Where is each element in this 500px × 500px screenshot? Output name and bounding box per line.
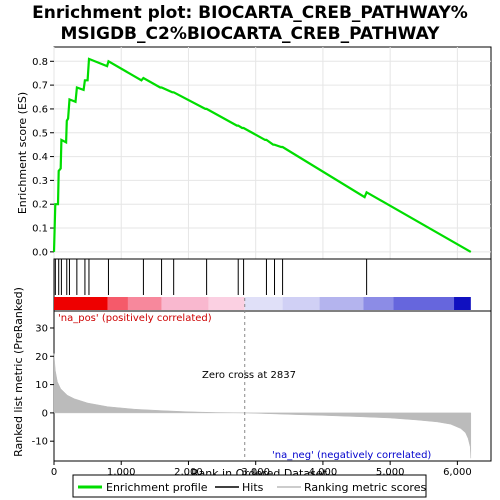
x-tick-label: 2,000 (174, 467, 203, 478)
top-panel-frame (53, 46, 492, 260)
chart-title: Enrichment plot: BIOCARTA_CREB_PATHWAY% … (32, 3, 468, 44)
enrichment-profile-line (52, 57, 472, 253)
x-tick-label: 0 (51, 467, 57, 478)
ranking-bar-segment (393, 297, 455, 310)
top-y-tick-label: 0.7 (32, 81, 48, 92)
legend-box (72, 474, 427, 498)
ranking-bar-segment (363, 297, 394, 310)
bottom-panel-frame (53, 310, 492, 462)
x-tick-label: 4,000 (309, 467, 338, 478)
top-y-tick-label: 0.3 (32, 176, 48, 187)
top-y-tick-label: 0.0 (32, 247, 48, 258)
legend-enrichment-label: Enrichment profile (106, 481, 208, 494)
x-tick-label: 5,000 (376, 467, 405, 478)
ranking-bar-segment (161, 297, 209, 310)
legend-ranking-label: Ranking metric scores (304, 481, 426, 494)
top-y-tick-label: 0.8 (32, 57, 48, 68)
top-y-tick-label: 0.4 (32, 152, 48, 163)
zero-cross-label: Zero cross at 2837 (202, 370, 296, 381)
bottom-y-tick-label: 30 (35, 323, 48, 334)
bottom-y-tick-label: -10 (32, 437, 48, 448)
ranking-bar-segment (319, 297, 364, 310)
x-tick-label: 6,000 (443, 467, 472, 478)
top-y-tick-label: 0.2 (32, 200, 48, 211)
ranking-bar-segment (54, 297, 108, 310)
x-tick-label: 1,000 (107, 467, 136, 478)
ranking-bar-segment (107, 297, 128, 310)
legend-hits-label: Hits (242, 481, 264, 494)
negative-correlation-label: 'na_neg' (negatively correlated) (272, 450, 431, 461)
ranking-bar-segment (208, 297, 245, 310)
enrichment-score-panel: 0.0 0.1 0.2 0.3 0.4 0.5 0.6 0.7 0.8 Enrichment s… (16, 46, 492, 260)
bottom-y-tick-label: 20 (35, 352, 48, 363)
legend: Enrichment profile Hits Ranking metric s… (72, 474, 427, 498)
x-axis: 0 1,000 2,000 3,000 4,000 5,000 6,000 (51, 461, 472, 478)
positive-correlation-label: 'na_pos' (positively correlated) (58, 313, 212, 324)
chart-title-line-2: MSIGDB_C2%BIOCARTA_CREB_PATHWAY (61, 24, 441, 44)
ranking-metric-area (53, 353, 472, 459)
ranking-bar-segment (127, 297, 162, 310)
chart-title-line-1: Enrichment plot: BIOCARTA_CREB_PATHWAY% (32, 3, 468, 23)
bottom-y-tick-label: 10 (35, 380, 48, 391)
top-y-tick-label: 0.5 (32, 128, 48, 139)
ranking-bar-segment (244, 297, 283, 310)
bottom-y-axis-label: Ranked list metric (PreRanked) (12, 287, 25, 457)
ranking-bar-segment (282, 297, 320, 310)
top-y-axis-label: Enrichment score (ES) (16, 92, 29, 214)
top-y-tick-label: 0.6 (32, 104, 48, 115)
hits-panel (53, 258, 492, 312)
ranked-metric-panel: -10 0 10 20 30 'na_pos' (positively correlat… (12, 287, 492, 462)
x-tick-label: 3,000 (241, 467, 270, 478)
bottom-y-tick-label: 0 (42, 408, 48, 419)
ranking-bar-segment (454, 297, 471, 310)
top-y-tick-label: 0.1 (32, 224, 48, 235)
